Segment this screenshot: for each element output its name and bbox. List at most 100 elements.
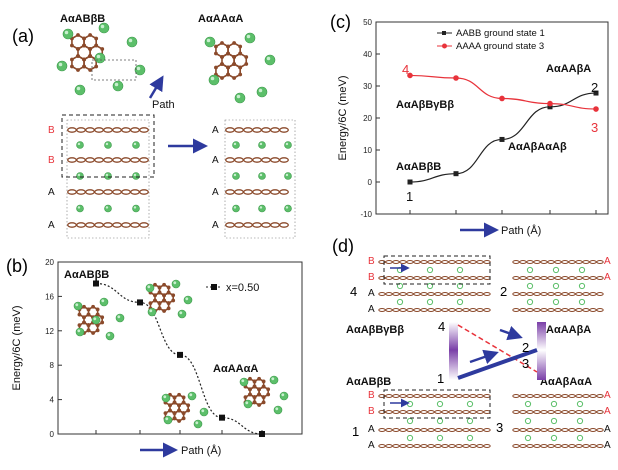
panel-d-carbon bbox=[427, 260, 435, 264]
panel-c-data-point bbox=[453, 75, 459, 81]
panel-b-molecule-atom bbox=[266, 387, 271, 392]
panel-c-ytick-label: 20 bbox=[363, 114, 372, 123]
panel-a-right-stack-carbon bbox=[270, 189, 280, 195]
panel-a-right-molecule-atom bbox=[214, 51, 218, 56]
panel-b-chlorine bbox=[99, 297, 109, 307]
panel-b-molecule-atom bbox=[166, 285, 171, 290]
panel-a-right-molecule-atom bbox=[232, 62, 237, 66]
panel-d-layer-label: A bbox=[368, 304, 375, 315]
panel-d-carbon bbox=[434, 428, 442, 432]
panel-a-left-molecule-atom bbox=[76, 47, 80, 51]
panel-d-carbon bbox=[399, 308, 407, 312]
panel-d-chlorine bbox=[396, 282, 404, 290]
panel-d-chlorine bbox=[552, 298, 560, 306]
panel-d-carbon bbox=[462, 260, 470, 264]
panel-a-layer-label: A bbox=[212, 220, 219, 231]
panel-a-chlorine bbox=[126, 36, 138, 48]
panel-b-molecule-atom bbox=[261, 379, 266, 384]
panel-d-carbon bbox=[547, 428, 555, 432]
panel-d-carbon bbox=[392, 308, 400, 312]
panel-d-carbon bbox=[589, 292, 597, 296]
panel-d-arrow-1-3 bbox=[469, 349, 499, 365]
panel-d-carbon bbox=[483, 428, 491, 432]
panel-d-carbon bbox=[561, 428, 569, 432]
panel-a-right-molecule-atom bbox=[238, 65, 243, 70]
chlorine-highlight bbox=[77, 173, 81, 177]
panel-a-chlorine bbox=[134, 64, 146, 76]
chlorine-highlight bbox=[281, 393, 285, 397]
panel-a-right-stack-carbon bbox=[270, 157, 280, 163]
panel-d-carbon bbox=[455, 276, 463, 280]
chlorine-highlight bbox=[133, 142, 137, 146]
panel-d-carbon bbox=[378, 260, 386, 264]
chlorine-highlight bbox=[275, 407, 279, 411]
panel-d-chlorine bbox=[466, 400, 474, 408]
panel-c-data-point bbox=[499, 95, 505, 102]
panel-c-series bbox=[407, 72, 599, 185]
panel-d-carbon bbox=[427, 276, 435, 280]
panel-a-right-stack-chlorine bbox=[284, 172, 292, 180]
panel-a-left-molecule-atom bbox=[76, 68, 80, 72]
chlorine-highlight bbox=[114, 82, 119, 87]
panel-b-molecule-atom bbox=[177, 392, 181, 397]
panel-d-carbon bbox=[434, 394, 442, 398]
panel-d-carbon bbox=[533, 410, 541, 414]
panel-d-chlorine bbox=[436, 417, 444, 425]
panel-a-left-stack-chlorine bbox=[104, 141, 112, 149]
panel-a-left-stack-carbon bbox=[112, 157, 122, 163]
panel-d-carbon bbox=[519, 428, 527, 432]
panel-d-carbon bbox=[533, 428, 541, 432]
panel-d-carbon bbox=[568, 276, 576, 280]
panel-d-carbon bbox=[378, 292, 386, 296]
panel-d-carbon bbox=[483, 292, 491, 296]
panel-b-molecule-atom bbox=[153, 298, 157, 303]
panel-a-left-molecule-ring bbox=[71, 55, 85, 71]
panel-d-carbon bbox=[448, 428, 456, 432]
panel-d-carbon bbox=[413, 308, 421, 312]
panel-d-carbon bbox=[448, 410, 456, 414]
panel-d-carbon bbox=[582, 308, 590, 312]
panel-a-left-stack-carbon bbox=[85, 222, 95, 228]
panel-d-carbon bbox=[533, 308, 541, 312]
panel-b-chlorine bbox=[269, 375, 279, 385]
panel-d-carbon bbox=[596, 428, 604, 432]
panel-d-carbon bbox=[533, 292, 541, 296]
panel-a-right-molecule-ring bbox=[227, 63, 241, 79]
panel-c-ylabel: Energy/6C (meV) bbox=[337, 76, 349, 161]
panel-d-carbon bbox=[469, 308, 477, 312]
panel-a-left-stack-carbon bbox=[85, 157, 95, 163]
panel-a-right-stack-carbon bbox=[252, 157, 262, 163]
panel-b-molecule-atom bbox=[172, 395, 177, 400]
panel-a-right-stack-carbon bbox=[234, 222, 244, 228]
panel-d-arrow-4-2 bbox=[499, 325, 523, 341]
panel-d-carbon bbox=[483, 444, 491, 448]
panel-d-carbon bbox=[441, 444, 449, 448]
panel-a-right-molecule-ring bbox=[215, 63, 229, 79]
panel-b-molecule-atom bbox=[181, 411, 186, 416]
panel-d-carbon bbox=[547, 292, 555, 296]
panel-b-legend-marker bbox=[211, 284, 217, 290]
panel-b-molecule-atom bbox=[95, 307, 100, 312]
panel-a-left-stack-carbon bbox=[76, 189, 86, 195]
panel-c-legend-marker-1 bbox=[442, 31, 446, 35]
panel-d-carbon bbox=[462, 276, 470, 280]
chlorine-highlight bbox=[147, 285, 151, 289]
panel-b-ytick-label: 8 bbox=[50, 361, 55, 370]
panel-d-carbon bbox=[533, 260, 541, 264]
panel-d-carbon bbox=[413, 292, 421, 296]
panel-a-chlorine bbox=[234, 92, 246, 104]
chlorine-highlight bbox=[195, 421, 199, 425]
chlorine-highlight bbox=[75, 303, 79, 307]
panel-d-carbon bbox=[526, 394, 534, 398]
panel-d-carbon bbox=[568, 410, 576, 414]
panel-a-right-molecule-atom bbox=[238, 72, 243, 77]
panel-d-carbon bbox=[561, 292, 569, 296]
panel-a-left-stack-carbon bbox=[121, 222, 131, 228]
panel-a-left-stack-carbon bbox=[130, 127, 140, 133]
panel-d-carbon bbox=[448, 308, 456, 312]
panel-a-right-stack-chlorine bbox=[258, 141, 266, 149]
panel-d-carbon bbox=[406, 410, 414, 414]
panel-d-carbon bbox=[378, 410, 386, 414]
panel-d-level-number: 3 bbox=[522, 356, 529, 371]
panel-d-carbon bbox=[547, 260, 555, 264]
